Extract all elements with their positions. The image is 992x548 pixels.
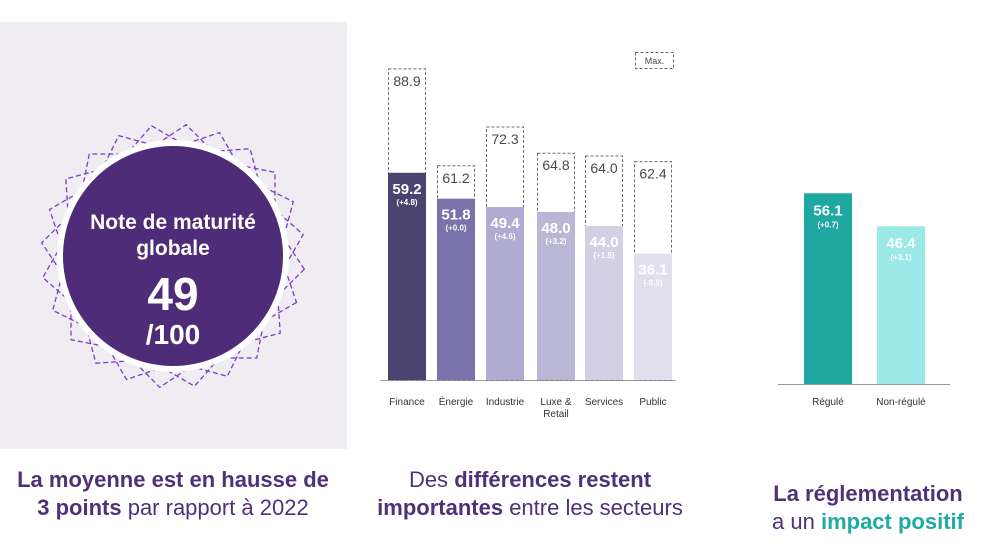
sector-change-label: (+1.5)	[593, 251, 614, 260]
caption-right-bold: La réglementation	[773, 481, 963, 506]
sector-max-label: 72.3	[491, 131, 518, 147]
sector-bar	[537, 212, 575, 380]
badge-star-outline-b	[41, 124, 305, 388]
sector-bar	[585, 226, 623, 380]
legend-max-box	[635, 52, 674, 69]
sector-max-label: 88.9	[393, 73, 420, 89]
sector-category-label: Finance	[389, 397, 425, 408]
legend-max-label: Max.	[645, 56, 665, 66]
caption-middle-bold: différences restent importantes	[377, 467, 652, 520]
sector-category-label: Services	[585, 397, 623, 408]
sector-max-label: 64.0	[590, 160, 617, 176]
regulation-value-label: 56.1	[813, 202, 842, 219]
regulation-value-label: 46.4	[886, 235, 916, 252]
badge-text: Note de maturité globale 49 /100	[63, 210, 283, 350]
sector-category-label: Public	[639, 397, 666, 408]
sector-bar	[388, 172, 426, 380]
sector-change-label: (+0.0)	[445, 224, 466, 233]
badge-circle	[63, 146, 283, 366]
sector-max-box	[388, 68, 426, 381]
badge-label: Note de maturité globale	[90, 211, 256, 260]
regulation-bar	[877, 226, 925, 384]
sector-value-label: 36.1	[638, 262, 667, 279]
sector-change-label: (+4.6)	[494, 232, 515, 241]
sector-category-label: Énergie	[439, 395, 474, 408]
sector-change-label: (+3.2)	[545, 237, 566, 246]
sector-category-label: Luxe &	[540, 397, 571, 408]
sector-max-label: 61.2	[442, 170, 469, 186]
sector-value-label: 48.0	[541, 220, 570, 237]
sector-max-box	[486, 126, 524, 381]
sector-category-label: Industrie	[486, 397, 525, 408]
sector-max-label: 62.4	[639, 166, 666, 182]
regulation-category-label: Régulé	[812, 397, 844, 408]
badge-value: 49	[147, 268, 199, 320]
regulation-bar	[804, 193, 852, 384]
caption-middle-pre: Des	[408, 467, 455, 492]
caption-right-highlight: impact positif	[820, 509, 964, 534]
sector-value-label: 59.2	[392, 181, 421, 198]
sector-value-label: 49.4	[490, 215, 520, 232]
sector-category-label: Retail	[543, 409, 569, 420]
sector-max-label: 64.8	[542, 157, 569, 173]
sector-max-box	[437, 165, 475, 381]
caption-left-rest: par rapport à 2022	[121, 495, 309, 520]
caption-middle-rest: entre les secteurs	[503, 495, 683, 520]
sector-max-box	[585, 155, 623, 381]
maturity-badge	[40, 123, 306, 389]
caption-left: La moyenne est en hausse de 3 points par…	[14, 466, 332, 522]
sector-change-label: (+4.8)	[396, 198, 417, 207]
sector-max-box	[537, 152, 575, 381]
caption-middle: Des différences restent importantes entr…	[370, 466, 690, 522]
regulation-change-label: (+3.1)	[890, 253, 911, 262]
caption-left-bold: La moyenne est en hausse de 3 points	[17, 467, 329, 520]
sector-bar	[634, 253, 672, 380]
badge-denominator: /100	[145, 319, 201, 350]
sector-change-label: (-0.9)	[643, 279, 662, 288]
badge-star-outline-a	[40, 123, 306, 389]
sector-bar	[486, 207, 524, 380]
sector-value-label: 44.0	[589, 234, 618, 251]
sector-max-box	[634, 161, 672, 381]
regulation-category-label: Non-régulé	[876, 397, 926, 408]
caption-right-plain: a un	[772, 509, 821, 534]
regulation-change-label: (+0.7)	[817, 220, 838, 229]
sector-value-label: 51.8	[441, 207, 470, 224]
caption-right: La réglementation a un impact positif	[718, 480, 992, 536]
sector-bar	[437, 198, 475, 380]
